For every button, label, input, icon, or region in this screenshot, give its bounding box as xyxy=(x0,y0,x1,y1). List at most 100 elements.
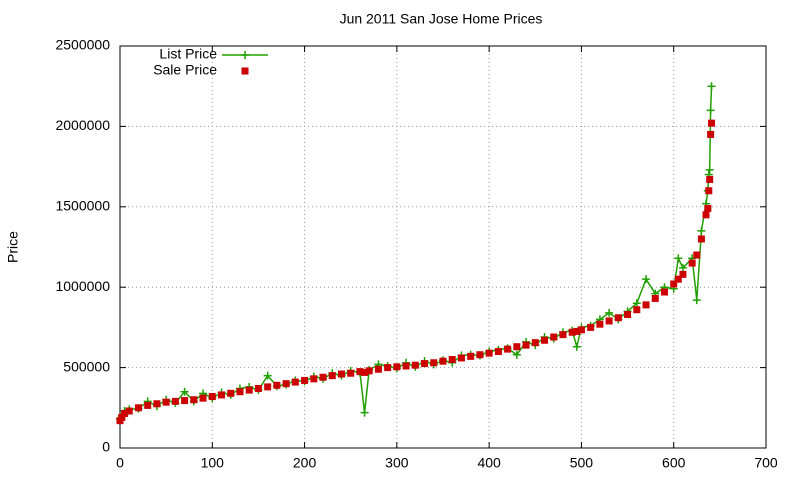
point xyxy=(651,294,659,302)
point xyxy=(692,296,701,305)
point xyxy=(144,401,152,409)
point xyxy=(273,381,281,389)
point xyxy=(705,187,713,195)
point xyxy=(476,351,484,359)
point xyxy=(361,368,369,376)
point xyxy=(402,362,410,370)
x-tick-label: 0 xyxy=(116,455,124,471)
point xyxy=(393,363,401,371)
y-tick-label: 2000000 xyxy=(55,117,110,133)
legend-marker xyxy=(241,51,249,59)
point xyxy=(365,367,373,375)
point xyxy=(531,339,539,347)
x-tick-label: 200 xyxy=(293,455,317,471)
y-axis-label: Price xyxy=(5,231,21,263)
legend-marker xyxy=(241,67,249,75)
point xyxy=(674,254,683,263)
point xyxy=(670,280,678,288)
point xyxy=(596,320,604,328)
point xyxy=(642,275,651,284)
chart-title: Jun 2011 San Jose Home Prices xyxy=(340,11,543,27)
x-tick-label: 100 xyxy=(201,455,225,471)
legend-label: List Price xyxy=(159,46,217,62)
point xyxy=(439,357,447,365)
point xyxy=(522,341,530,349)
point xyxy=(301,376,309,384)
point xyxy=(674,275,682,283)
point xyxy=(705,165,714,174)
point xyxy=(236,388,244,396)
point xyxy=(291,378,299,386)
point xyxy=(319,373,327,381)
point xyxy=(605,317,613,325)
point xyxy=(254,385,262,393)
point xyxy=(632,299,641,308)
legend-label: Sale Price xyxy=(153,62,217,78)
point xyxy=(411,361,419,369)
series-line xyxy=(119,86,713,420)
x-tick-label: 400 xyxy=(477,455,501,471)
point xyxy=(171,397,179,405)
point xyxy=(614,314,622,322)
point xyxy=(162,398,170,406)
point xyxy=(541,336,549,344)
point xyxy=(624,311,632,319)
point xyxy=(360,408,369,417)
y-tick-label: 500000 xyxy=(63,358,110,374)
point xyxy=(707,82,716,91)
point xyxy=(208,393,216,401)
x-tick-label: 600 xyxy=(662,455,686,471)
x-tick-label: 500 xyxy=(570,455,594,471)
point xyxy=(702,211,710,219)
point xyxy=(347,369,355,377)
point xyxy=(504,345,512,353)
point xyxy=(374,365,382,373)
y-tick-label: 0 xyxy=(102,439,110,455)
point xyxy=(430,359,438,367)
point xyxy=(218,391,226,399)
point xyxy=(679,270,687,278)
y-tick-label: 2500000 xyxy=(55,37,110,53)
point xyxy=(121,409,129,417)
x-tick-label: 700 xyxy=(754,455,778,471)
point xyxy=(310,375,318,383)
point xyxy=(190,396,198,404)
point xyxy=(512,350,521,359)
x-tick-label: 300 xyxy=(385,455,409,471)
point xyxy=(356,368,364,376)
point xyxy=(282,380,290,388)
point xyxy=(577,326,585,334)
point xyxy=(660,288,668,296)
point xyxy=(642,301,650,309)
point xyxy=(697,226,706,235)
point xyxy=(153,400,161,408)
point xyxy=(384,364,392,372)
point xyxy=(572,342,581,351)
point xyxy=(181,397,189,405)
point xyxy=(704,204,712,212)
point xyxy=(706,106,715,115)
point xyxy=(678,263,687,272)
point xyxy=(125,407,133,415)
point xyxy=(227,389,235,397)
point xyxy=(633,306,641,314)
y-tick-label: 1500000 xyxy=(55,198,110,214)
point xyxy=(587,323,595,331)
point xyxy=(513,343,521,351)
point xyxy=(180,387,189,396)
point xyxy=(494,348,502,356)
point xyxy=(245,386,253,394)
point xyxy=(550,333,558,341)
point xyxy=(448,356,456,364)
point xyxy=(328,372,336,380)
point xyxy=(264,383,272,391)
point xyxy=(605,308,614,317)
point xyxy=(263,371,272,380)
plot-frame xyxy=(119,45,767,449)
point xyxy=(697,235,705,243)
point xyxy=(134,404,142,412)
point xyxy=(421,360,429,368)
point xyxy=(199,394,207,402)
point xyxy=(693,251,701,259)
